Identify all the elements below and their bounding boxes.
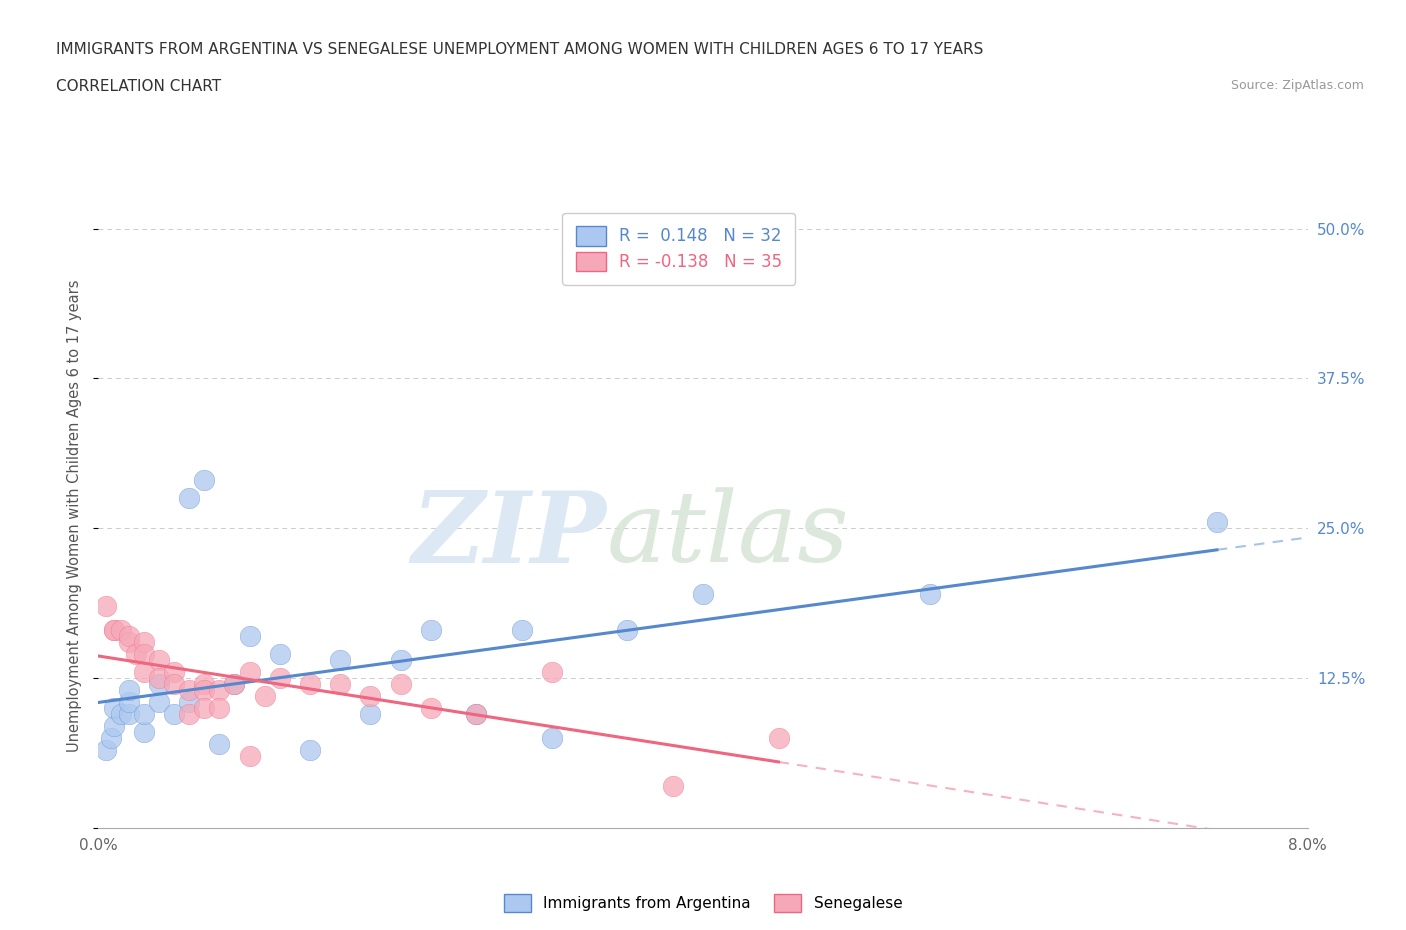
Point [148, 671, 170, 685]
Point [420, 622, 443, 637]
Point [510, 622, 533, 637]
Point [103, 718, 125, 733]
Point [465, 707, 488, 722]
Point [918, 587, 941, 602]
Point [1206, 514, 1229, 529]
Point [132, 707, 155, 722]
Point [148, 695, 170, 710]
Point [420, 700, 443, 715]
Point [389, 676, 412, 691]
Y-axis label: Unemployment Among Women with Children Ages 6 to 17 years: Unemployment Among Women with Children A… [67, 280, 83, 752]
Point [193, 472, 215, 487]
Point [103, 622, 125, 637]
Point [94, 599, 117, 614]
Point [616, 622, 638, 637]
Text: atlas: atlas [606, 487, 849, 582]
Point [541, 730, 564, 745]
Point [269, 646, 291, 661]
Point [299, 742, 322, 757]
Point [132, 664, 155, 679]
Text: IMMIGRANTS FROM ARGENTINA VS SENEGALESE UNEMPLOYMENT AMONG WOMEN WITH CHILDREN A: IMMIGRANTS FROM ARGENTINA VS SENEGALESE … [56, 42, 984, 57]
Point [692, 587, 714, 602]
Point [110, 622, 132, 637]
Point [163, 664, 186, 679]
Point [224, 676, 246, 691]
Point [179, 683, 201, 698]
Point [208, 700, 231, 715]
Text: ZIP: ZIP [412, 486, 606, 583]
Point [132, 724, 155, 739]
Point [163, 676, 186, 691]
Point [208, 737, 231, 751]
Point [118, 707, 141, 722]
Point [148, 653, 170, 668]
Point [118, 683, 141, 698]
Point [239, 749, 262, 764]
Legend: Immigrants from Argentina, Senegalese: Immigrants from Argentina, Senegalese [498, 888, 908, 918]
Point [465, 707, 488, 722]
Point [118, 629, 141, 644]
Point [541, 664, 564, 679]
Point [118, 634, 141, 649]
Point [389, 653, 412, 668]
Point [193, 700, 215, 715]
Point [179, 707, 201, 722]
Point [329, 676, 352, 691]
Point [360, 707, 382, 722]
Point [224, 676, 246, 691]
Point [208, 683, 231, 698]
Point [329, 653, 352, 668]
Point [253, 688, 276, 703]
Text: CORRELATION CHART: CORRELATION CHART [56, 79, 221, 94]
Point [103, 700, 125, 715]
Point [100, 730, 122, 745]
Point [110, 707, 132, 722]
Point [662, 778, 685, 793]
Point [132, 634, 155, 649]
Point [179, 491, 201, 506]
Point [299, 676, 322, 691]
Point [148, 676, 170, 691]
Point [193, 676, 215, 691]
Point [179, 695, 201, 710]
Point [118, 695, 141, 710]
Point [360, 688, 382, 703]
Point [125, 646, 148, 661]
Point [103, 622, 125, 637]
Point [163, 707, 186, 722]
Point [94, 742, 117, 757]
Legend: R =  0.148   N = 32, R = -0.138   N = 35: R = 0.148 N = 32, R = -0.138 N = 35 [562, 213, 796, 285]
Point [239, 629, 262, 644]
Point [193, 683, 215, 698]
Point [269, 671, 291, 685]
Point [768, 730, 790, 745]
Point [132, 646, 155, 661]
Point [239, 664, 262, 679]
Text: Source: ZipAtlas.com: Source: ZipAtlas.com [1230, 79, 1364, 92]
